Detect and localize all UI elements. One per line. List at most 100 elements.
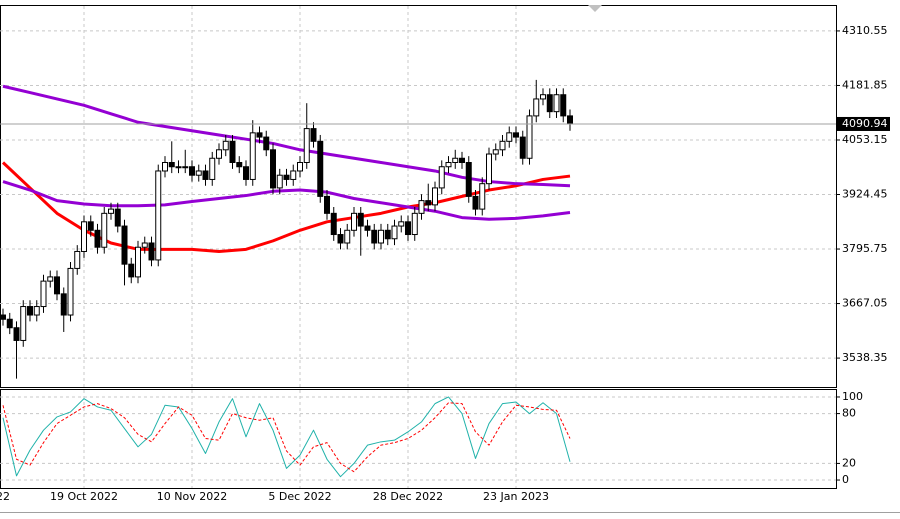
indicator-line [2,396,571,478]
candle-body [465,162,472,197]
candle-body [6,318,13,329]
y-tick-label: 0 [842,473,849,486]
candle-body [330,212,337,236]
y-tick-label: 3795.75 [842,242,888,255]
y-tick-label: 4181.85 [842,78,888,91]
candle-body [67,267,74,316]
candle-body [175,166,182,169]
candle-body [526,115,533,159]
candle-body [310,128,317,142]
x-tick-label: 10 Nov 2022 [157,490,227,503]
candle-body [141,242,148,248]
candle-body [357,212,364,227]
candle-body [303,128,310,164]
y-tick-label: 3667.05 [842,297,888,310]
candle-body [135,246,141,278]
candle-body [459,157,465,164]
candle-body [506,132,513,142]
y-tick-label: 100 [842,390,863,403]
candle-body [87,221,94,231]
candle-body [128,263,135,278]
candle-body [47,276,54,282]
plot-layer: 4310.55 4181.85 4053.15 3924.45 3795.75 3667.… [0,6,890,503]
x-tick-label: 19 Oct 2022 [50,490,118,503]
candle-body [256,132,263,138]
candle-body [452,157,459,164]
candle-body [364,225,371,231]
candle-body [162,162,168,172]
candle-body [425,200,432,206]
y-tick-label: 3538.35 [842,351,888,364]
candle-body [249,132,256,180]
candle-body [216,149,222,159]
candle-body [479,183,486,210]
shift-marker [588,5,602,12]
candle-body [384,229,391,240]
candle-body [405,221,411,236]
candle-body [378,229,384,244]
candle-body [263,136,270,151]
candle-body [94,229,101,248]
candle-body [418,200,425,214]
y-tick-label: 80 [842,407,856,420]
candle-body [54,276,60,295]
candle-body [317,140,324,197]
candle-body [243,166,249,180]
candle-body [445,162,452,168]
x-tick-label: 5 Dec 2022 [268,490,331,503]
x-tick-label: 22 [0,490,10,503]
y-tick-label: 4053.15 [842,133,888,146]
indicator-line [2,180,571,221]
y-tick-label: 20 [842,456,856,469]
candle-body [155,170,162,261]
price-panel [0,5,837,388]
x-tick-label: 23 Jan 2023 [483,490,549,503]
candle-body [270,149,276,189]
candle-body [229,140,236,164]
candle-body [276,174,283,189]
candle-body [168,162,175,168]
x-tick-label: 28 Dec 2022 [373,490,443,503]
current-price-label: 4090.94 [842,117,888,130]
candle-body [411,212,418,236]
oscillator-panel [0,389,837,489]
candle-body [108,208,114,214]
candle-body [121,225,128,265]
candle-body [27,306,33,316]
current-price-box [837,116,890,131]
candle-body [209,157,216,180]
candle-body [60,293,67,316]
candle-body [540,94,546,100]
candle-body [324,195,330,214]
candle-body [81,221,87,252]
candle-body [114,208,121,227]
candle-body [101,212,108,248]
candle-body [351,212,357,231]
candle-body [13,327,20,341]
candle-body [546,94,553,113]
candle-body [148,242,155,261]
candle-body [337,234,344,244]
candle-body [283,174,290,180]
candle-body [74,250,81,269]
candle-body [486,153,492,185]
indicator-line [2,402,571,473]
y-tick-label: 3924.45 [842,188,888,201]
candle-body [513,132,519,138]
candle-body [236,162,243,168]
candle-body [189,166,195,176]
candle-body [20,306,27,341]
candle-body [432,187,438,206]
candle-body [472,195,479,210]
candle-body [371,229,378,244]
candle-body [567,115,573,125]
candle-body [40,280,47,308]
candle-body [519,136,526,159]
candle-body [492,149,499,155]
candle-body [33,306,40,316]
candle-body [297,162,303,172]
candle-body [344,229,351,244]
candle-body [560,94,567,117]
